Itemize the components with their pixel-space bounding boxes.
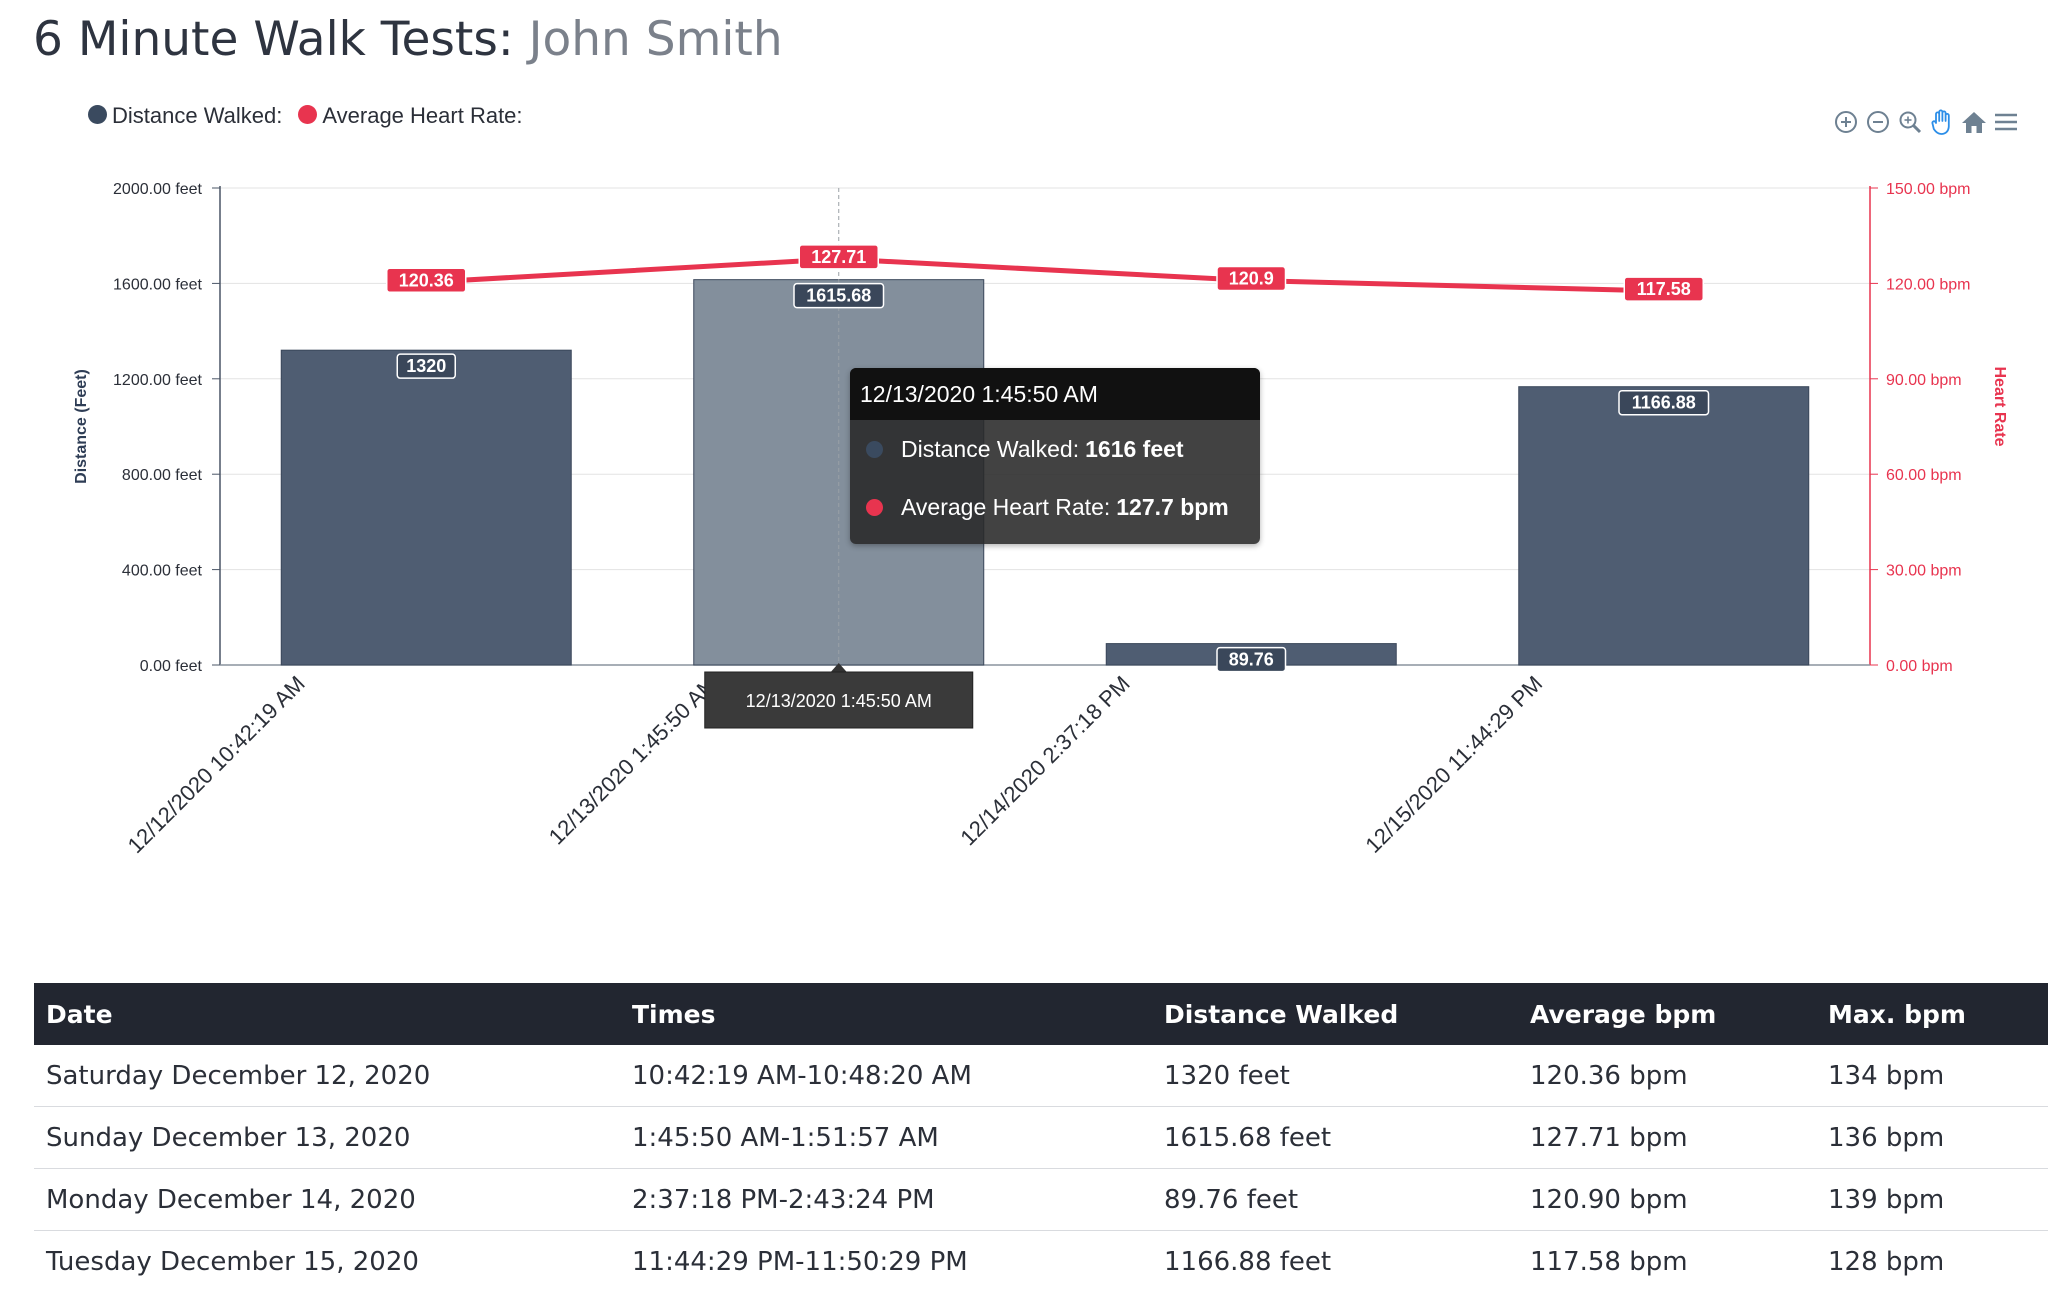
cell-distance: 1320 feet xyxy=(1152,1045,1518,1107)
left-tick-label: 1200.00 feet xyxy=(113,372,203,389)
bar-data-label: 1166.88 xyxy=(1632,393,1696,413)
line-data-label-box xyxy=(1623,276,1704,302)
tooltip-label-heart-rate: Average Heart Rate: xyxy=(901,493,1111,520)
right-tick-label: 0.00 bpm xyxy=(1886,658,1953,675)
right-tick-label: 150.00 bpm xyxy=(1886,181,1971,198)
column-header-max-bpm[interactable]: Max. bpm xyxy=(1816,983,2048,1045)
bar-data-label-box xyxy=(396,353,456,379)
right-tick-label: 60.00 bpm xyxy=(1886,467,1962,484)
cell-date: Saturday December 12, 2020 xyxy=(34,1045,620,1107)
chart-legend: Distance Walked: Average Heart Rate: xyxy=(88,103,539,129)
legend-label-heart-rate: Average Heart Rate: xyxy=(322,103,523,128)
page-title: 6 Minute Walk Tests: John Smith xyxy=(33,12,783,67)
line-data-label: 127.71 xyxy=(811,247,866,267)
bar-data-label-box xyxy=(1618,389,1710,416)
crosshair-pointer xyxy=(830,663,847,672)
legend-item-distance[interactable]: Distance Walked: xyxy=(88,103,282,129)
left-tick-label: 800.00 feet xyxy=(122,467,203,484)
column-header-times[interactable]: Times xyxy=(620,983,1152,1045)
tooltip-dot-distance xyxy=(866,440,883,458)
table-row: Tuesday December 15, 2020 11:44:29 PM-11… xyxy=(34,1231,2048,1293)
cell-average-bpm: 120.90 bpm xyxy=(1518,1168,1816,1231)
x-tick-label: 12/15/2020 11:44:29 PM xyxy=(1360,671,1547,858)
patient-name: John Smith xyxy=(528,12,783,67)
zoom-in-icon[interactable] xyxy=(1830,106,1862,138)
x-tick-label: 12/13/2020 1:45:50 AM xyxy=(544,671,723,850)
tooltip-row-heart-rate: Average Heart Rate: 127.7 bpm xyxy=(850,478,1260,536)
combo-chart: 0.00 feet 400.00 feet 800.00 feet 1200.00 f… xyxy=(73,181,2008,858)
menu-icon[interactable] xyxy=(1990,106,2022,138)
left-tick-label: 1600.00 feet xyxy=(113,276,203,293)
line-data-label: 120.36 xyxy=(399,270,454,290)
tooltip-label-distance: Distance Walked: xyxy=(901,435,1080,462)
bar-data-label: 89.76 xyxy=(1229,650,1274,670)
tooltip-title: 12/13/2020 1:45:50 AM xyxy=(850,368,1260,420)
bar-data-label: 1320 xyxy=(406,356,446,376)
line-data-label-box xyxy=(386,267,467,294)
cell-max-bpm: 128 bpm xyxy=(1828,1246,1945,1277)
title-prefix: 6 Minute Walk Tests: xyxy=(33,12,514,67)
cell-distance: 1615.68 feet xyxy=(1152,1106,1518,1169)
right-tick-label: 90.00 bpm xyxy=(1886,372,1962,389)
right-axis-title: Heart Rate xyxy=(1991,366,2008,446)
chart-toolbar xyxy=(1830,106,2022,138)
table-row: Sunday December 13, 2020 1:45:50 AM-1:51… xyxy=(34,1106,2048,1169)
line-data-label: 117.58 xyxy=(1637,279,1691,299)
reset-home-icon[interactable] xyxy=(1958,106,1990,138)
heart-rate-line xyxy=(426,256,1664,294)
bar xyxy=(1518,386,1810,666)
table-header-row: Date Times Distance Walked Average bpm M… xyxy=(34,983,2048,1045)
left-tick-label: 0.00 feet xyxy=(140,658,203,675)
tooltip-value-distance: 1616 feet xyxy=(1085,435,1184,462)
cell-average-bpm: 127.71 bpm xyxy=(1518,1106,1816,1169)
table-row: Saturday December 12, 2020 10:42:19 AM-1… xyxy=(34,1045,2048,1107)
cell-times: 11:44:29 PM-11:50:29 PM xyxy=(632,1246,968,1277)
x-tick-label: 12/14/2020 2:37:18 PM xyxy=(955,671,1134,850)
bar-data-label: 1615.68 xyxy=(806,286,871,306)
line-data-label: 120.9 xyxy=(1229,269,1274,289)
cell-date: Monday December 14, 2020 xyxy=(34,1168,620,1231)
bar xyxy=(280,349,572,666)
column-header-average-bpm[interactable]: Average bpm xyxy=(1518,983,1816,1045)
table-row: Monday December 14, 2020 2:37:18 PM-2:43… xyxy=(34,1168,2048,1231)
line-data-label-box xyxy=(798,244,879,270)
tooltip-row-distance: Distance Walked: 1616 feet xyxy=(850,420,1260,478)
crosshair-label: 12/13/2020 1:45:50 AM xyxy=(746,691,932,711)
crosshair-label-box xyxy=(704,671,974,729)
cell-average-bpm: 117.58 bpm xyxy=(1530,1246,1688,1277)
cell-average-bpm: 120.36 bpm xyxy=(1518,1045,1816,1107)
cell-times: 10:42:19 AM-10:48:20 AM xyxy=(620,1045,1152,1107)
right-tick-label: 30.00 bpm xyxy=(1886,563,1962,580)
bar-data-label-box xyxy=(793,282,885,309)
cell-max-bpm: 139 bpm xyxy=(1816,1168,2048,1231)
zoom-out-icon[interactable] xyxy=(1862,106,1894,138)
left-tick-label: 400.00 feet xyxy=(122,563,203,580)
tooltip-dot-heart-rate xyxy=(866,498,883,516)
walk-tests-table: Date Times Distance Walked Average bpm M… xyxy=(34,983,2048,1292)
pan-hand-icon[interactable] xyxy=(1926,106,1958,138)
legend-item-heart-rate[interactable]: Average Heart Rate: xyxy=(298,103,523,129)
left-axis-title: Distance (Feet) xyxy=(73,369,90,484)
x-tick-label: 12/12/2020 10:42:19 AM xyxy=(123,671,310,858)
cell-date: Sunday December 13, 2020 xyxy=(34,1106,620,1169)
cell-max-bpm: 136 bpm xyxy=(1816,1106,2048,1169)
legend-dot-distance xyxy=(88,104,107,124)
cell-date: Tuesday December 15, 2020 xyxy=(46,1246,419,1277)
selection-zoom-icon[interactable] xyxy=(1894,106,1926,138)
chart-tooltip: 12/13/2020 1:45:50 AM Distance Walked: 16… xyxy=(850,368,1260,544)
legend-dot-heart-rate xyxy=(298,104,318,124)
cell-times: 1:45:50 AM-1:51:57 AM xyxy=(620,1106,1152,1169)
bar-data-label-box xyxy=(1216,646,1287,673)
legend-label-distance: Distance Walked: xyxy=(112,103,283,128)
cell-distance: 1166.88 feet xyxy=(1164,1246,1332,1277)
cell-distance: 89.76 feet xyxy=(1152,1168,1518,1231)
line-data-label-box xyxy=(1216,265,1287,292)
cell-times: 2:37:18 PM-2:43:24 PM xyxy=(620,1168,1152,1231)
tooltip-value-heart-rate: 127.7 bpm xyxy=(1116,493,1229,520)
left-tick-label: 2000.00 feet xyxy=(113,181,203,198)
right-tick-label: 120.00 bpm xyxy=(1886,276,1971,293)
column-header-date[interactable]: Date xyxy=(34,983,620,1045)
cell-max-bpm: 134 bpm xyxy=(1816,1045,2048,1107)
column-header-distance[interactable]: Distance Walked xyxy=(1152,983,1518,1045)
